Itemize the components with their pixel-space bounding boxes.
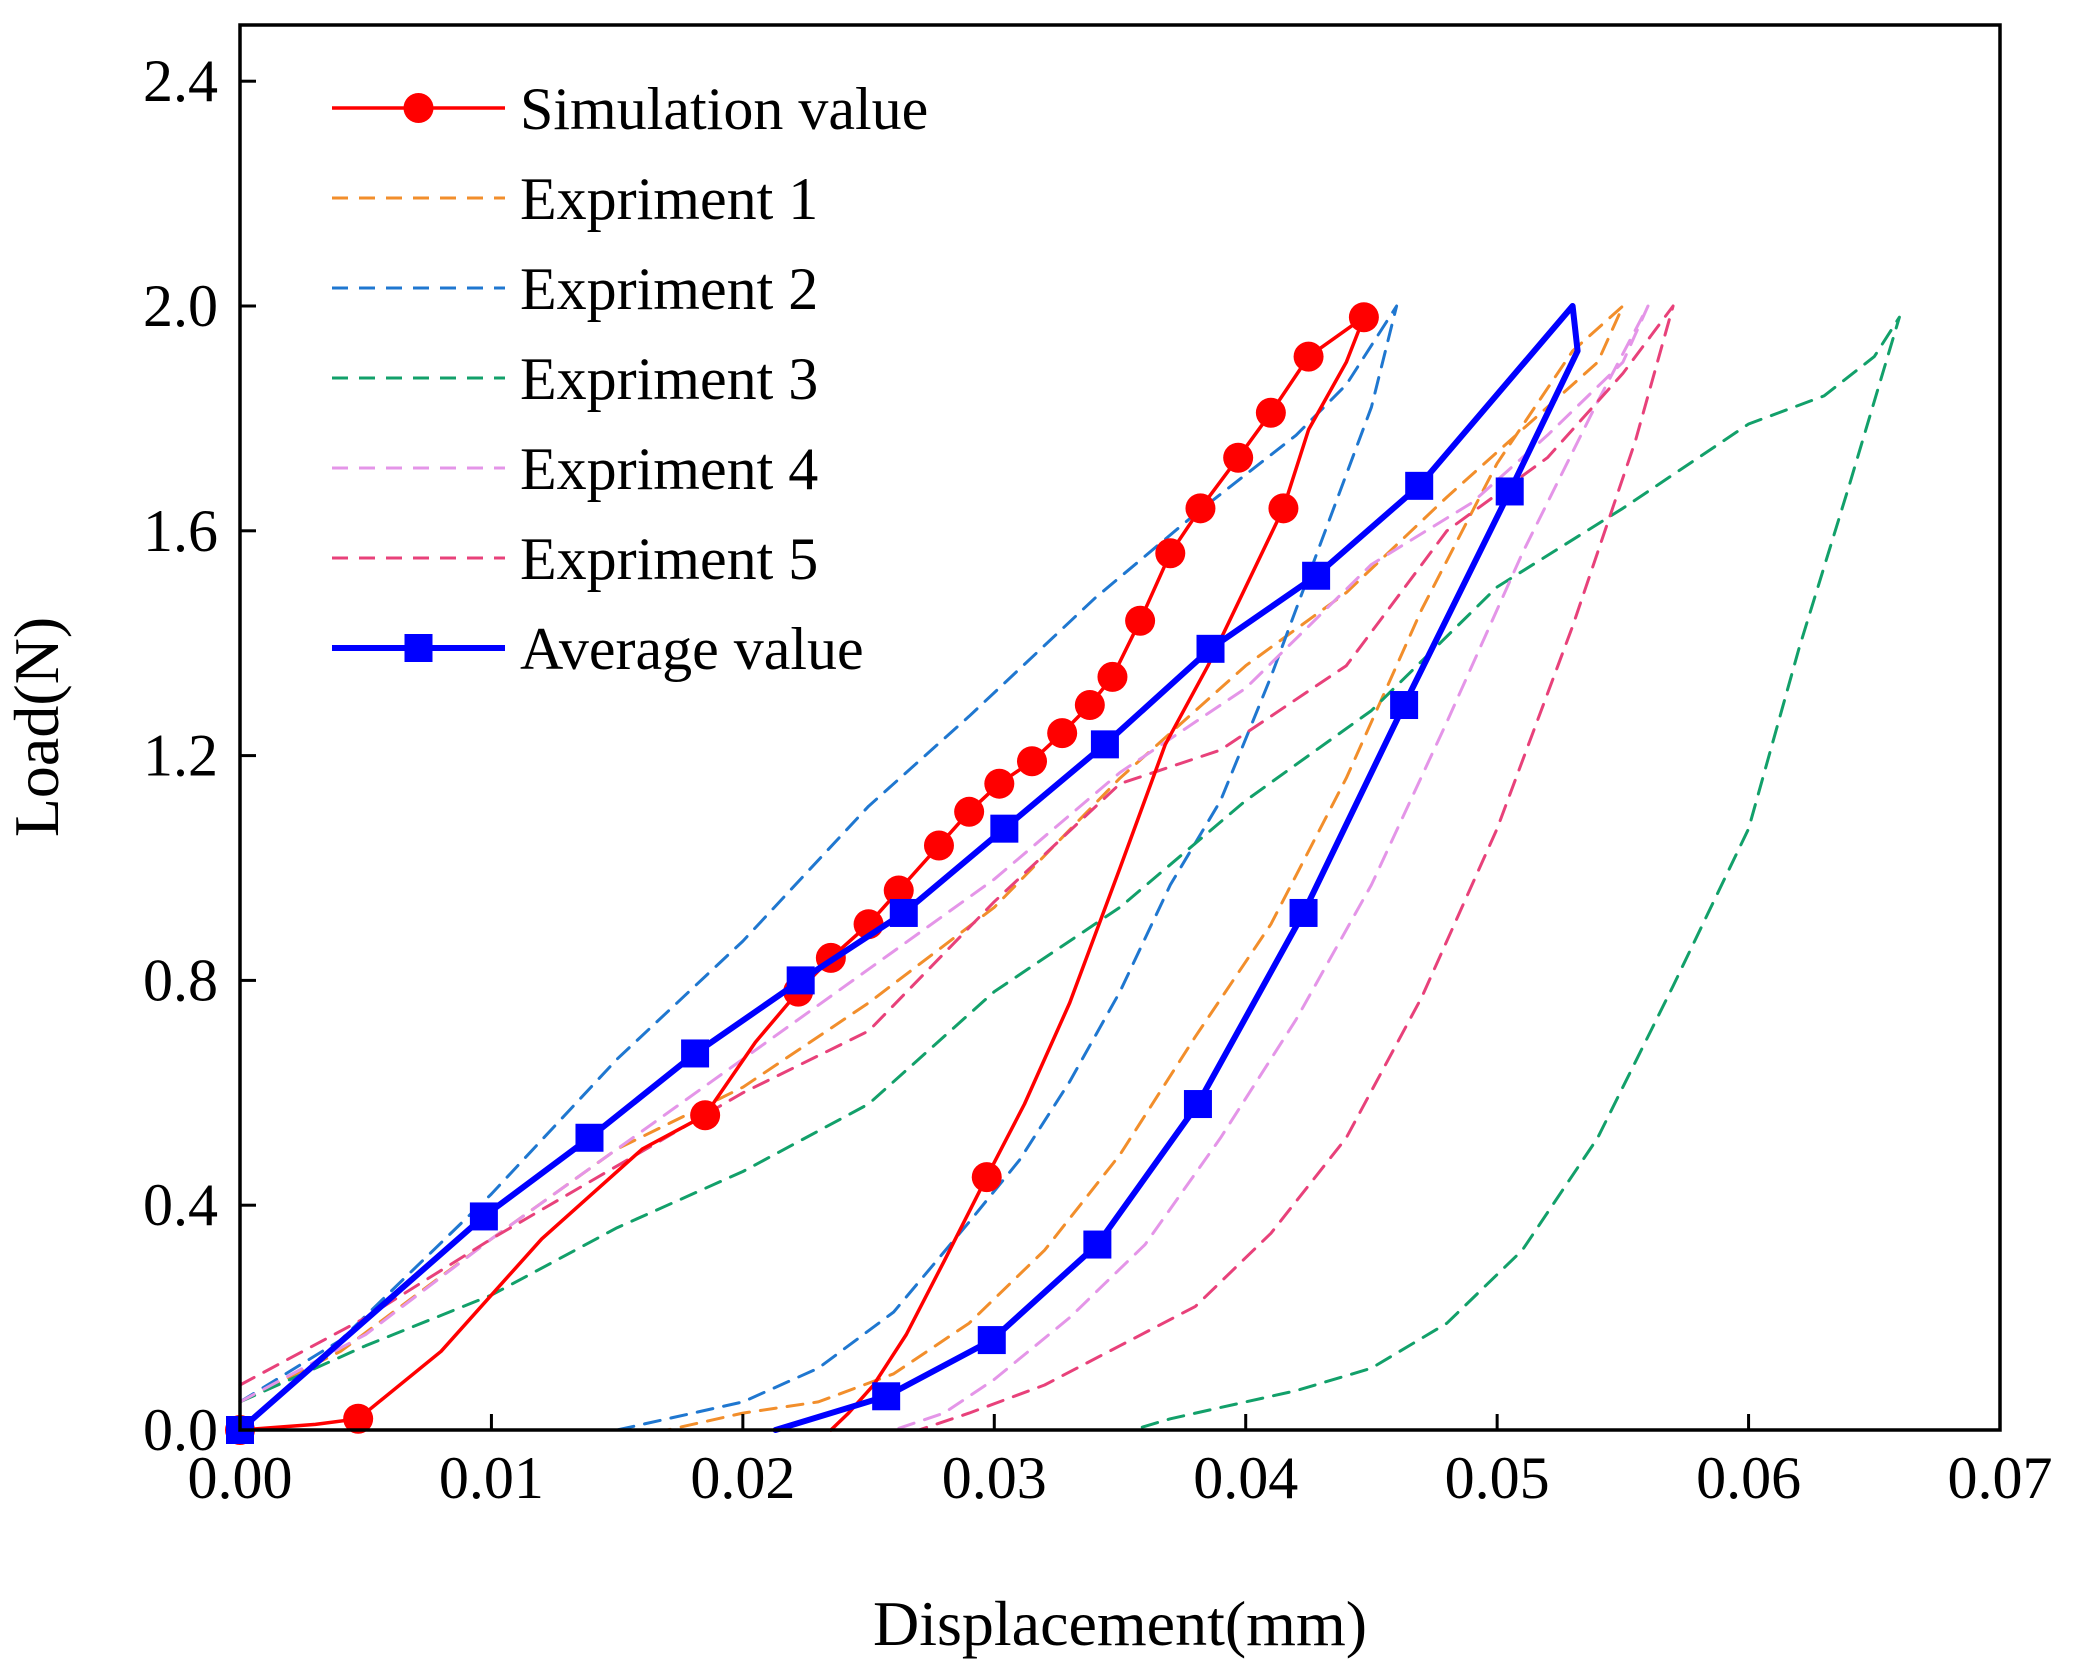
x-tick-label: 0.05 [1445,1445,1550,1511]
y-tick-label: 2.0 [143,273,218,339]
data-point [787,966,815,994]
data-point [1390,691,1418,719]
data-point [1223,443,1253,473]
data-point [978,1326,1006,1354]
legend-label: Expriment 3 [520,346,818,412]
y-tick-label: 0.4 [143,1172,218,1238]
x-tick-label: 0.07 [1948,1445,2053,1511]
x-tick-label: 0.02 [690,1445,795,1511]
data-point [1349,302,1379,332]
y-tick-label: 0.8 [143,947,218,1013]
y-axis-title: Load(N) [1,617,72,837]
data-point [984,769,1014,799]
data-point [575,1124,603,1152]
data-point [1047,718,1077,748]
legend-item-average-value: Average value [332,616,864,682]
data-point [1294,342,1324,372]
legend-marker [404,93,434,123]
series-expriment-3 [240,317,1899,1430]
data-point [1290,899,1318,927]
data-point [954,797,984,827]
data-point [1125,606,1155,636]
figure: 0.00 0.01 0.02 0.03 0.04 0.05 0.06 0.07 0.0 0.4 0.… [0,0,2079,1672]
legend-label: Expriment 5 [520,526,818,592]
data-point [1097,662,1127,692]
data-point [1017,746,1047,776]
legend-label: Average value [520,616,864,682]
data-point [1075,690,1105,720]
legend: Simulation value Expriment 1 Expriment 2 Ex… [332,76,928,682]
data-point [1155,538,1185,568]
series-expriment-2 [240,306,1397,1430]
series-line [240,317,1899,1430]
legend-item-expriment-3: Expriment 3 [332,346,818,412]
x-axis-title: Displacement(mm) [873,1588,1367,1659]
y-tick-label: 1.6 [143,498,218,564]
data-point [890,899,918,927]
data-point [681,1039,709,1067]
data-point [690,1100,720,1130]
data-point [1268,493,1298,523]
data-layer [225,302,1899,1445]
data-point [1091,730,1119,758]
legend-item-simulation-value: Simulation value [332,76,928,142]
legend-label: Simulation value [520,76,928,142]
legend-marker [405,634,433,662]
x-tick-label: 0.06 [1696,1445,1801,1511]
data-point [972,1162,1002,1192]
legend-label: Expriment 1 [520,166,818,232]
y-tick-label: 1.2 [143,723,218,789]
data-point [1256,398,1286,428]
x-tick-label: 0.01 [439,1445,544,1511]
data-point [990,815,1018,843]
data-point [872,1382,900,1410]
legend-item-expriment-5: Expriment 5 [332,526,818,592]
series-line [240,306,1578,1430]
series-average-value [226,306,1578,1444]
x-tick-label: 0.04 [1193,1445,1298,1511]
series-line [240,306,1397,1430]
legend-item-expriment-1: Expriment 1 [332,166,818,232]
data-point [924,831,954,861]
data-point [1405,472,1433,500]
data-point [1185,493,1215,523]
data-point [1197,635,1225,663]
y-tick-label: 0.0 [143,1397,218,1463]
legend-item-expriment-2: Expriment 2 [332,256,818,322]
load-displacement-chart: 0.00 0.01 0.02 0.03 0.04 0.05 0.06 0.070.00.40.… [0,0,2079,1672]
data-point [1302,562,1330,590]
data-point [470,1202,498,1230]
legend-label: Expriment 4 [520,436,818,502]
legend-item-expriment-4: Expriment 4 [332,436,818,502]
data-point [1496,477,1524,505]
legend-label: Expriment 2 [520,256,818,322]
y-tick-label: 2.4 [143,48,218,114]
x-tick-label: 0.03 [942,1445,1047,1511]
data-point [1083,1231,1111,1259]
data-point [1184,1090,1212,1118]
